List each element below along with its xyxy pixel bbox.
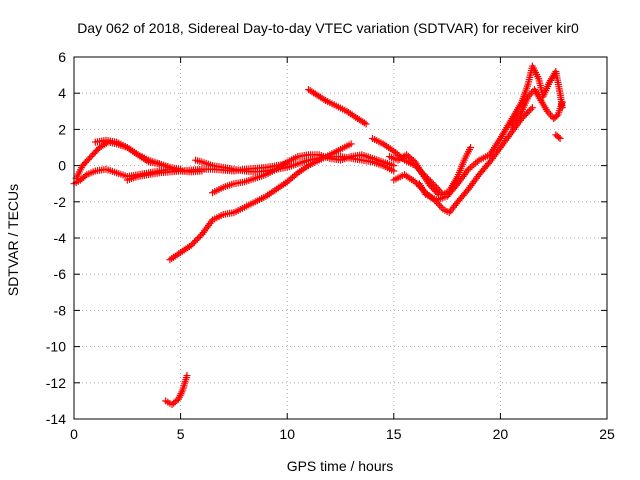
x-tick-label: 20 xyxy=(493,426,509,442)
y-tick-label: -10 xyxy=(46,339,66,355)
x-tick-label: 5 xyxy=(177,426,185,442)
data-point xyxy=(347,140,355,148)
x-tick-label: 25 xyxy=(599,426,615,442)
data-point xyxy=(362,120,370,128)
data-point xyxy=(411,178,419,186)
data-point xyxy=(195,233,203,241)
x-axis-tick-labels: 0 5 10 15 20 25 xyxy=(70,426,615,442)
data-point xyxy=(320,95,328,103)
data-point xyxy=(524,108,532,116)
y-tick-label: -12 xyxy=(46,375,66,391)
series-arc-12 xyxy=(415,62,566,204)
series-arc-8 xyxy=(305,86,370,128)
x-tick-label: 10 xyxy=(279,426,295,442)
data-marks xyxy=(70,62,566,409)
data-point xyxy=(193,235,201,243)
y-tick-label: -8 xyxy=(54,302,67,318)
data-point xyxy=(522,110,530,118)
data-point xyxy=(528,104,536,112)
data-point xyxy=(187,241,195,249)
series-arc-13 xyxy=(507,86,566,130)
data-point xyxy=(189,240,197,248)
y-tick-label: -6 xyxy=(54,266,67,282)
series-arc-15 xyxy=(386,151,443,199)
chart-title: Day 062 of 2018, Sidereal Day-to-day VTE… xyxy=(77,20,579,36)
y-axis-label: SDTVAR / TECUs xyxy=(5,184,21,296)
y-tick-label: -14 xyxy=(46,411,66,427)
data-point xyxy=(190,238,198,246)
gridlines xyxy=(74,57,607,419)
series-arc-6 xyxy=(166,140,355,264)
data-point xyxy=(527,105,535,113)
series-arc-11 xyxy=(390,104,536,217)
data-point xyxy=(183,372,191,380)
data-point xyxy=(558,98,566,106)
x-axis-label: GPS time / hours xyxy=(287,458,394,474)
series-arc-7 xyxy=(162,372,191,409)
y-tick-label: 4 xyxy=(58,85,66,101)
data-point xyxy=(435,191,443,199)
data-point xyxy=(81,172,89,180)
data-point xyxy=(192,237,200,245)
data-point xyxy=(525,107,533,115)
x-tick-label: 15 xyxy=(386,426,402,442)
data-point xyxy=(467,144,475,151)
series-arc-3 xyxy=(91,136,174,171)
data-point xyxy=(433,189,441,197)
data-point xyxy=(360,119,368,127)
y-tick-label: -2 xyxy=(54,194,67,210)
y-tick-label: 2 xyxy=(58,121,66,137)
data-point xyxy=(555,133,563,141)
axis-ticks xyxy=(73,56,608,420)
y-tick-label: 0 xyxy=(58,158,66,174)
y-axis-tick-labels: -14 -12 -10 -8 -6 -4 -2 0 2 4 6 xyxy=(46,49,66,427)
y-tick-label: 6 xyxy=(58,49,66,65)
series-arc-14 xyxy=(552,131,564,142)
series-arc-9 xyxy=(209,151,398,197)
data-point xyxy=(390,162,398,170)
data-point xyxy=(436,201,444,209)
y-tick-label: -4 xyxy=(54,230,67,246)
data-point xyxy=(556,134,564,142)
x-tick-label: 0 xyxy=(70,426,78,442)
